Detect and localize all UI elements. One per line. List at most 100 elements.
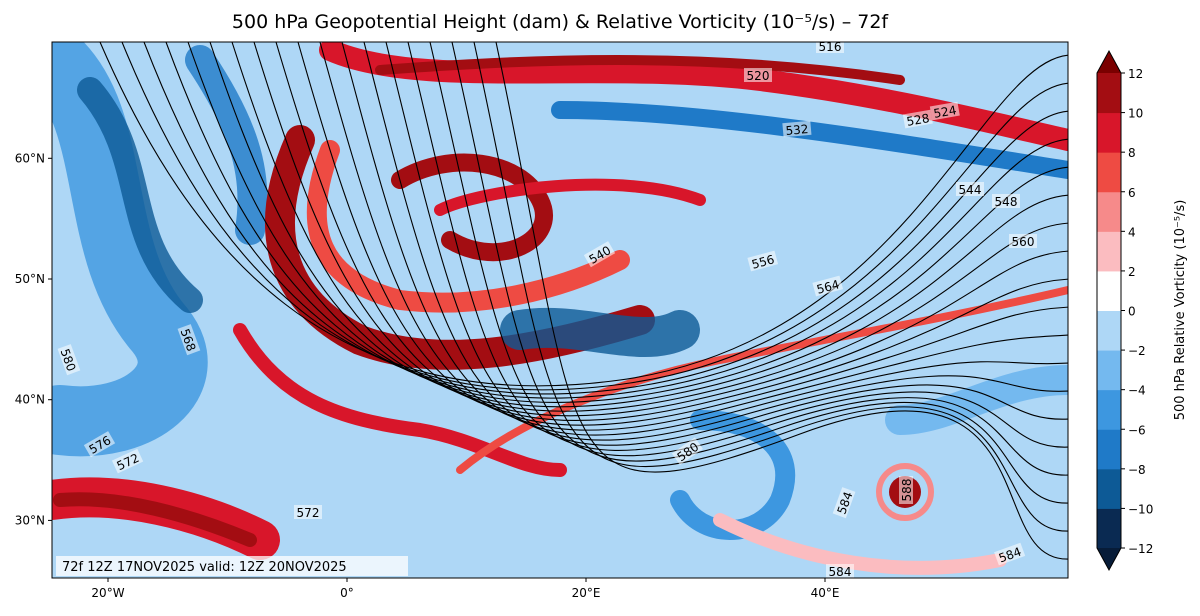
contour-label: 516 <box>819 40 842 54</box>
contour-label-bg <box>812 275 844 297</box>
contour-label-bg <box>177 324 201 356</box>
contour-label-bg <box>111 448 144 474</box>
contour-label: 524 <box>933 103 958 121</box>
contour-label-bg <box>57 344 81 376</box>
contour-label: 532 <box>785 122 809 138</box>
contour-line <box>143 42 1068 395</box>
contour-label-bg <box>583 241 616 268</box>
colorbar-tick-label: 0 <box>1128 305 1136 319</box>
footer: 72f 12Z 17NOV2025 valid: 12Z 20NOV2025 <box>62 560 347 575</box>
contour-line <box>319 42 1068 431</box>
colorbar-tick-label: 8 <box>1128 146 1136 160</box>
contour-label: 556 <box>750 252 776 271</box>
contour-label-bg <box>747 250 779 272</box>
contour-line <box>231 42 1068 412</box>
map: 5165205245285325445485605565645405685805… <box>52 40 1068 579</box>
lat-tick-label: 60°N <box>15 151 45 165</box>
lon-tick-label: 20°W <box>91 586 124 600</box>
colorbar: −12 −10 −8 −6 −4 −2 0 2 4 6 8 10 12 <box>1096 49 1153 572</box>
colorbar-band <box>1097 350 1121 391</box>
lat-tick-label: 50°N <box>15 272 45 286</box>
colorbar-band <box>1097 468 1121 509</box>
contour-label-bg <box>902 109 933 129</box>
contour-label: 588 <box>900 479 914 502</box>
colorbar-band <box>1097 270 1121 311</box>
contour-line <box>385 42 1068 446</box>
lon-tick-label: 0° <box>340 586 354 600</box>
contour-line <box>473 42 1068 532</box>
contour-label-bg <box>929 101 960 121</box>
colorbar-tick-label: −4 <box>1128 384 1146 398</box>
footer-box <box>56 556 408 576</box>
map-axes: 20°W 0° 20°E 40°E 30°N 40°N 50°N 60°N <box>15 151 840 600</box>
contour-label-bg <box>83 431 116 458</box>
contour-label: 572 <box>297 506 320 520</box>
contour-label-bg <box>294 505 322 519</box>
colorbar-label: 500 hPa Relative Vorticity (10⁻⁵/s) <box>1173 200 1188 421</box>
contour-line <box>275 42 1068 422</box>
colorbar-band <box>1097 429 1121 470</box>
colorbar-under <box>1097 548 1121 570</box>
colorbar-tick-label: −2 <box>1128 344 1146 358</box>
contour-label-bg <box>832 487 856 519</box>
contour-line <box>407 42 1068 451</box>
colorbar-band <box>1097 152 1121 193</box>
contour-label: 528 <box>906 111 931 129</box>
contour-line <box>363 42 1068 441</box>
colorbar-tick-label: 10 <box>1128 107 1143 121</box>
contour-label-bg <box>671 437 703 465</box>
colorbar-tick-label: 2 <box>1128 265 1136 279</box>
lon-tick-label: 20°E <box>572 586 601 600</box>
lat-tick-label: 40°N <box>15 393 45 407</box>
colorbar-tick-label: −6 <box>1128 423 1146 437</box>
contour-label-bg <box>744 68 772 82</box>
colorbar-band <box>1097 191 1121 232</box>
contour-label: 584 <box>829 565 852 579</box>
colorbar-tick-label: −10 <box>1128 502 1153 516</box>
contour-line <box>209 42 1068 408</box>
contour-label-bg <box>1009 234 1037 248</box>
colorbar-band <box>1097 231 1121 272</box>
lat-tick-label: 30°N <box>15 513 45 527</box>
colorbar-band <box>1097 112 1121 153</box>
contour-line <box>121 42 1068 391</box>
contour-label: 564 <box>815 277 841 296</box>
contour-line <box>495 42 1068 560</box>
colorbar-tick-label: −12 <box>1128 542 1153 556</box>
contour-label-bg <box>899 476 913 504</box>
contour-line <box>341 42 1068 436</box>
colorbar-band <box>1097 310 1121 351</box>
contour-labels: 5165205245285325445485605565645405685805… <box>57 40 1037 579</box>
contour-line <box>253 42 1068 417</box>
colorbar-tick-label: 4 <box>1128 225 1136 239</box>
contour-label-bg <box>956 182 984 196</box>
title: 500 hPa Geopotential Height (dam) & Rela… <box>232 11 890 33</box>
colorbar-tick-label: 6 <box>1128 186 1136 200</box>
contour-label-bg <box>782 120 812 138</box>
vorticity-field <box>52 42 1068 575</box>
contour-label-bg <box>994 542 1026 566</box>
contour-line <box>297 42 1068 426</box>
vorticity-ring <box>876 463 934 521</box>
colorbar-band <box>1097 389 1121 430</box>
contour-label: 560 <box>1012 235 1035 249</box>
colorbar-tick-label: −8 <box>1128 463 1146 477</box>
contour-label-bg <box>816 42 844 53</box>
colorbar-band <box>1097 508 1121 549</box>
height-contours <box>99 42 1068 560</box>
contour-line <box>165 42 1068 399</box>
contour-label: 544 <box>959 183 982 197</box>
contour-line <box>99 42 1068 387</box>
colorbar-over <box>1097 51 1121 73</box>
contour-line <box>429 42 1068 476</box>
contour-label: 548 <box>995 195 1018 209</box>
contour-line <box>187 42 1068 403</box>
contour-label-bg <box>826 564 854 578</box>
map-frame <box>51 41 1069 579</box>
contour-label: 520 <box>747 69 770 83</box>
contour-line <box>451 42 1068 504</box>
colorbar-band <box>1097 73 1121 114</box>
contour-label-bg <box>992 194 1020 208</box>
colorbar-tick-label: 12 <box>1128 67 1143 81</box>
